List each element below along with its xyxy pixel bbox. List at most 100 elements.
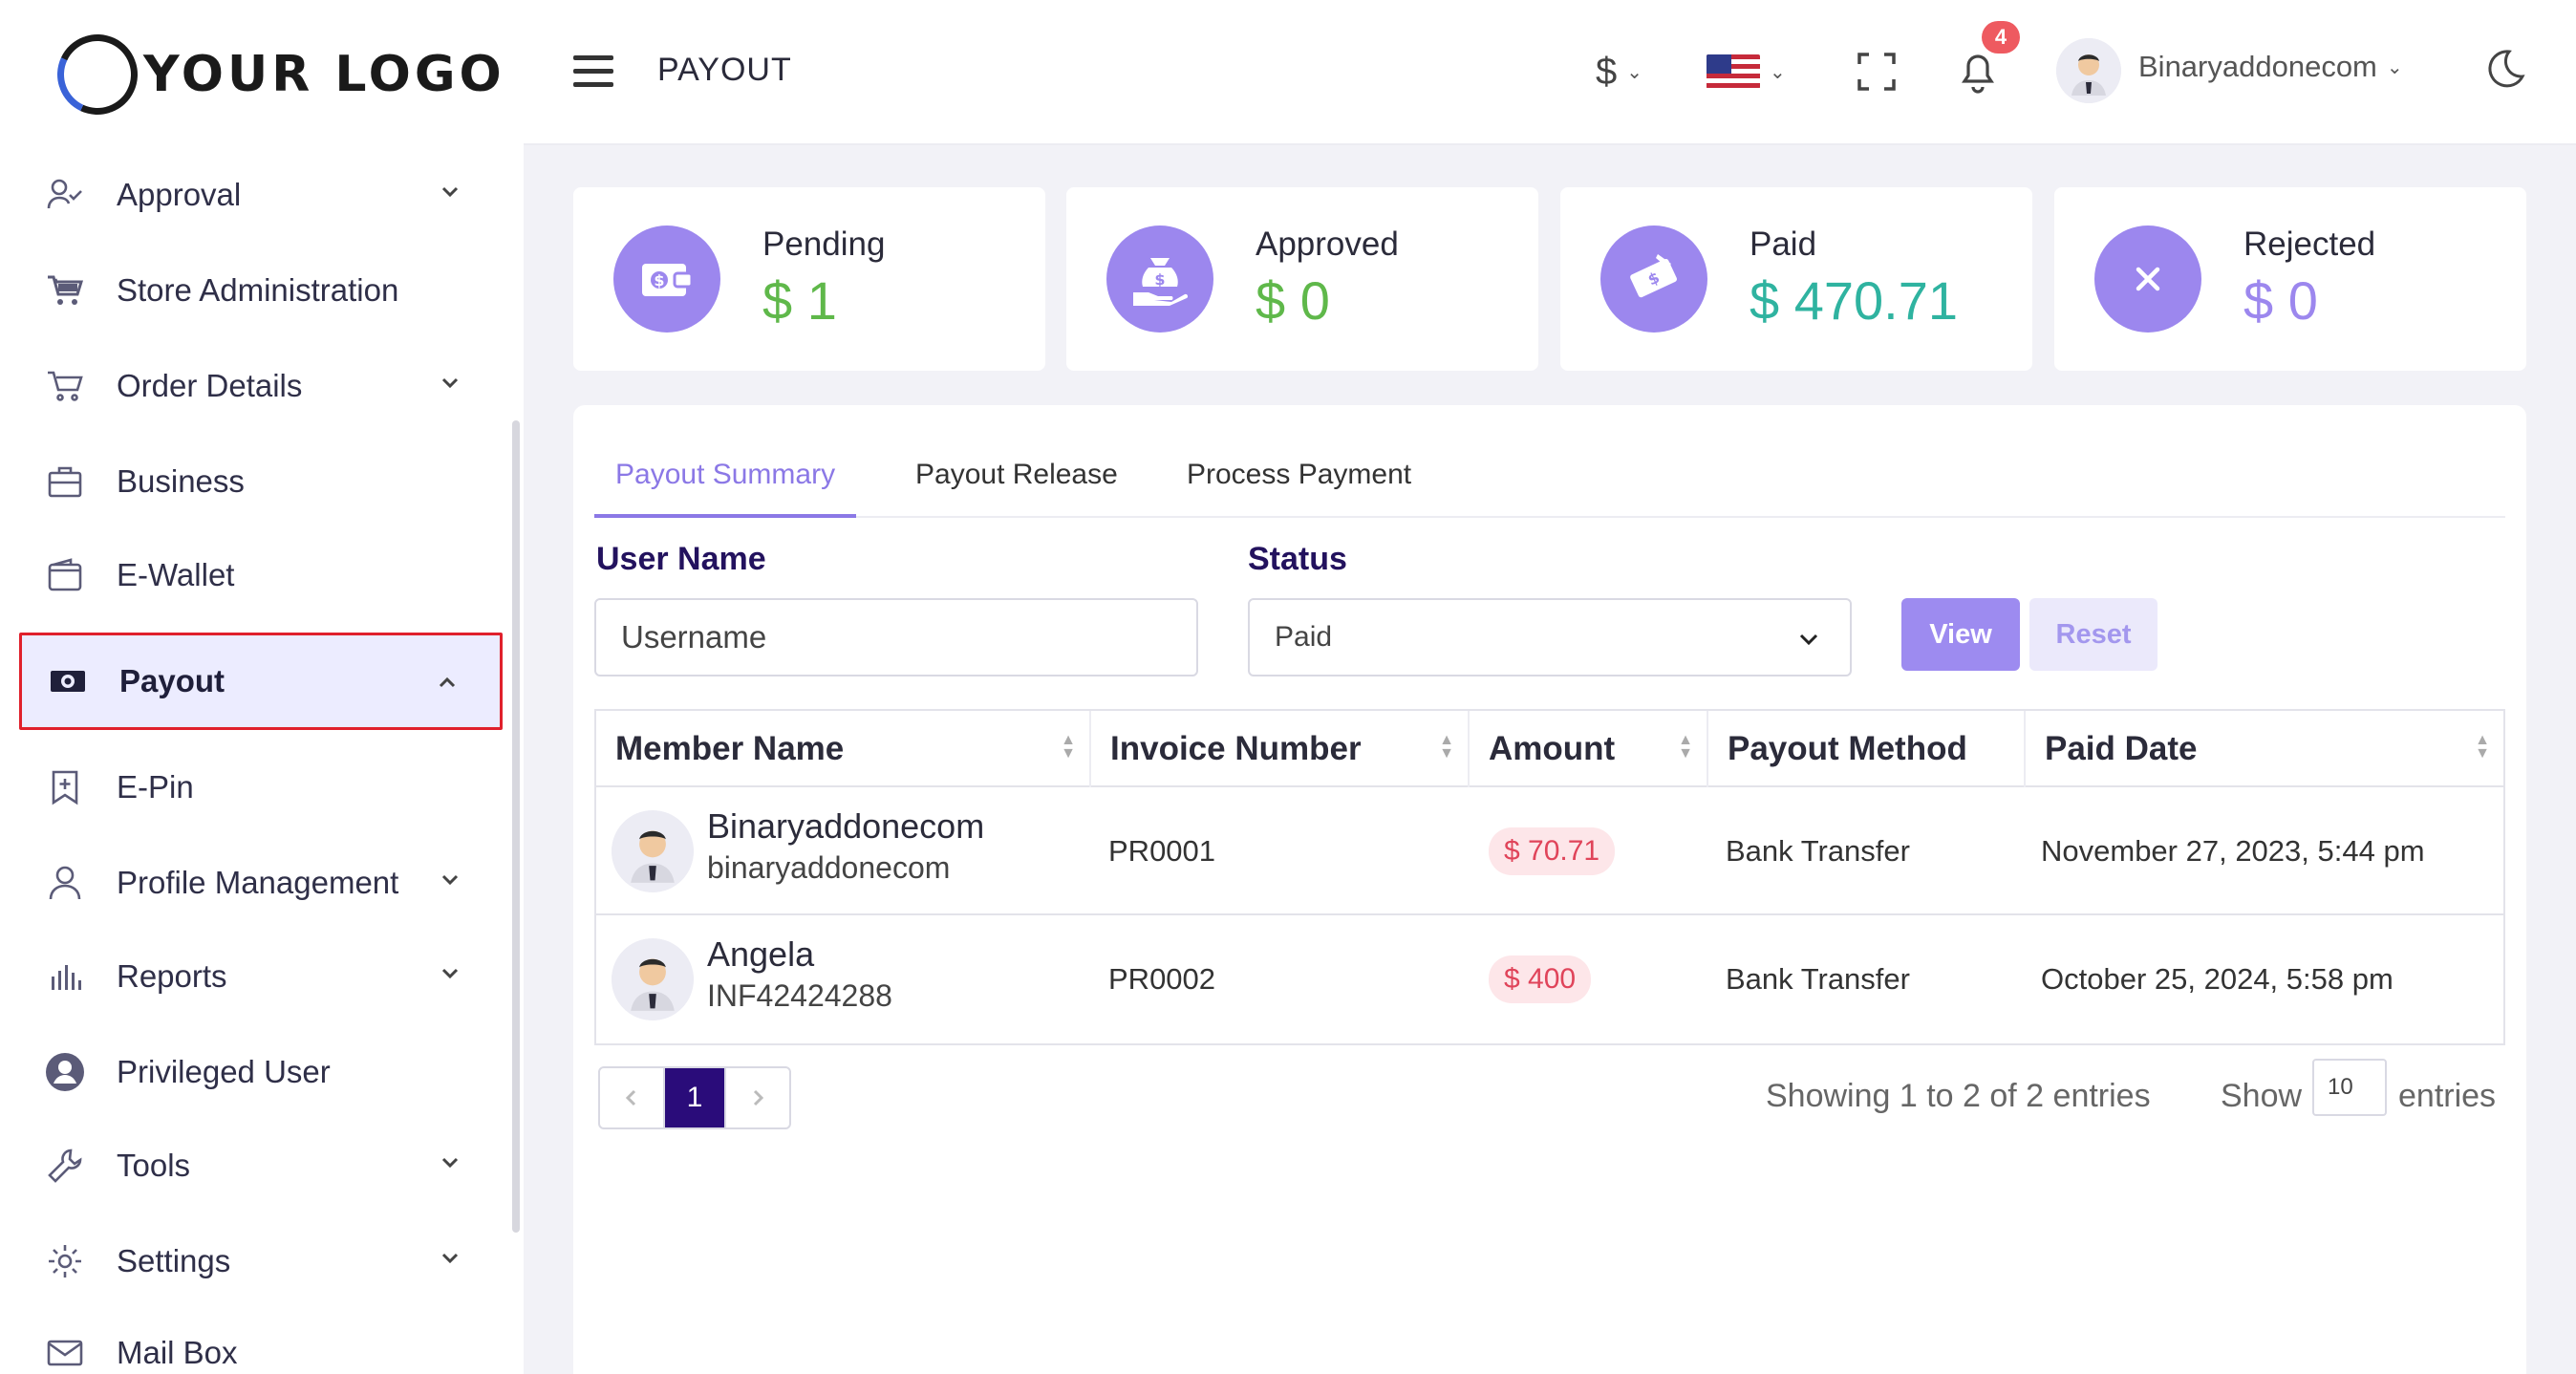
table-row: Binaryaddonecom binaryaddonecom PR0001 $… xyxy=(596,787,2503,915)
tab-payout-release[interactable]: Payout Release xyxy=(915,459,1118,490)
column-header-paid-date[interactable]: Paid Date ▲ ▼ xyxy=(2026,711,2503,787)
money-icon xyxy=(47,660,89,702)
stat-title: Approved xyxy=(1256,225,1399,263)
svg-text:$: $ xyxy=(1154,270,1165,289)
stat-card-rejected: Rejected $ 0 xyxy=(2054,187,2526,371)
column-header-label: Amount xyxy=(1489,730,1616,767)
sidebar-item-payout[interactable]: Payout xyxy=(19,633,503,730)
chevron-down-icon xyxy=(441,1157,459,1169)
sort-icon: ▲ ▼ xyxy=(2475,732,2490,762)
cart-icon xyxy=(44,269,86,311)
user-menu[interactable]: Binaryaddonecom ⌄ xyxy=(2138,50,2403,84)
logo-circle-icon xyxy=(46,23,149,126)
column-header-amount[interactable]: Amount ▲ ▼ xyxy=(1470,711,1707,787)
member-username: INF42424288 xyxy=(707,978,892,1013)
bookmark-pin-icon xyxy=(44,766,86,808)
page-size-select[interactable]: 10 xyxy=(2312,1059,2387,1116)
moon-icon[interactable] xyxy=(2480,46,2528,94)
column-header-member-name[interactable]: Member Name ▲ ▼ xyxy=(596,711,1089,787)
logo[interactable]: YOUR LOGO xyxy=(46,23,505,126)
tab-process-payment[interactable]: Process Payment xyxy=(1187,459,1412,490)
chevron-down-icon xyxy=(441,968,459,979)
sidebar-item-business[interactable]: Business xyxy=(19,436,503,527)
chevron-down-icon xyxy=(441,377,459,389)
chevron-down-icon xyxy=(1799,633,1818,646)
chevron-down-icon xyxy=(441,186,459,198)
tab-bar: Payout Summary Payout Release Process Pa… xyxy=(594,432,2505,518)
column-header-payout-method[interactable]: Payout Method xyxy=(1708,711,2024,787)
column-header-label: Payout Method xyxy=(1728,730,1967,767)
entries-label: entries xyxy=(2398,1077,2497,1114)
sidebar-item-privileged-user[interactable]: Privileged User xyxy=(19,1026,503,1118)
user-name: Binaryaddonecom xyxy=(2138,50,2377,83)
sidebar-item-e-pin[interactable]: E-Pin xyxy=(19,741,503,833)
sidebar-item-label: Store Administration xyxy=(117,272,399,308)
payout-table: Member Name ▲ ▼ Invoice Number ▲ ▼ Amount … xyxy=(594,709,2505,1045)
money-bag-hand-icon: $ xyxy=(1106,225,1213,333)
amount-badge: $ 70.71 xyxy=(1489,827,1616,875)
show-label: Show xyxy=(2221,1077,2303,1114)
payout-panel: Payout Summary Payout Release Process Pa… xyxy=(573,405,2526,1374)
username-placeholder: Username xyxy=(621,619,767,655)
sidebar: YOUR LOGO Approval Store Administration … xyxy=(0,0,524,1374)
sidebar-item-profile-management[interactable]: Profile Management xyxy=(19,837,503,929)
user-icon xyxy=(44,862,86,904)
sidebar-item-approval[interactable]: Approval xyxy=(19,149,503,241)
gear-icon xyxy=(44,1240,86,1282)
sidebar-item-order-details[interactable]: Order Details xyxy=(19,340,503,432)
pagination: 1 xyxy=(598,1066,791,1129)
column-header-label: Paid Date xyxy=(2045,730,2198,767)
next-page-button[interactable] xyxy=(726,1068,789,1127)
payout-method: Bank Transfer xyxy=(1726,834,1910,868)
chevron-right-icon xyxy=(753,1089,764,1106)
sidebar-scrollbar[interactable] xyxy=(512,420,520,1233)
sidebar-item-e-wallet[interactable]: E-Wallet xyxy=(19,529,503,621)
stat-card-pending: $ Pending $ 1 xyxy=(573,187,1045,371)
avatar[interactable] xyxy=(2056,38,2121,103)
notifications-button[interactable] xyxy=(1957,38,1999,105)
chevron-down-icon: ⌄ xyxy=(2386,56,2403,78)
close-icon xyxy=(2094,225,2201,333)
reset-button[interactable]: Reset xyxy=(2029,598,2157,671)
member-name: Binaryaddonecom xyxy=(707,806,985,846)
sidebar-item-label: Mail Box xyxy=(117,1335,238,1370)
currency-selector[interactable]: $ ⌄ xyxy=(1596,38,1642,105)
bar-chart-icon xyxy=(44,955,86,998)
stat-title: Rejected xyxy=(2243,225,2376,263)
stat-value: $ 0 xyxy=(1256,270,1330,331)
status-selected-value: Paid xyxy=(1275,621,1333,653)
fullscreen-icon xyxy=(1857,53,1896,91)
stat-card-approved: $ Approved $ 0 xyxy=(1066,187,1538,371)
shopping-cart-icon xyxy=(44,365,86,407)
view-button[interactable]: View xyxy=(1901,598,2020,671)
currency-symbol: $ xyxy=(1596,50,1618,93)
sidebar-item-mail-box[interactable]: Mail Box xyxy=(19,1307,503,1374)
tab-payout-summary[interactable]: Payout Summary xyxy=(594,459,857,518)
status-select[interactable]: Paid xyxy=(1248,598,1852,676)
sidebar-item-reports[interactable]: Reports xyxy=(19,931,503,1022)
sidebar-item-store-administration[interactable]: Store Administration xyxy=(19,245,503,336)
invoice-number: PR0001 xyxy=(1108,834,1216,868)
fullscreen-button[interactable] xyxy=(1856,38,1898,105)
sidebar-item-settings[interactable]: Settings xyxy=(19,1215,503,1307)
sort-icon: ▲ ▼ xyxy=(1061,732,1076,762)
sidebar-item-label: Business xyxy=(117,463,245,499)
table-row: Angela INF42424288 PR0002 $ 400 Bank Tra… xyxy=(596,915,2503,1043)
stat-title: Paid xyxy=(1750,225,1817,263)
avatar xyxy=(612,810,694,892)
hamburger-menu-icon[interactable] xyxy=(573,55,613,88)
prev-page-button[interactable] xyxy=(600,1068,663,1127)
logo-text: YOUR LOGO xyxy=(143,46,505,103)
language-selector[interactable]: ⌄ xyxy=(1707,38,1786,105)
page-button-current[interactable]: 1 xyxy=(663,1068,726,1127)
column-header-invoice-number[interactable]: Invoice Number ▲ ▼ xyxy=(1091,711,1468,787)
sidebar-item-tools[interactable]: Tools xyxy=(19,1120,503,1212)
top-header: PAYOUT $ ⌄ ⌄ 4 Binaryaddonecom ⌄ xyxy=(524,0,2576,145)
user-check-icon xyxy=(44,174,86,216)
username-input[interactable]: Username xyxy=(594,598,1198,676)
sidebar-item-label: Settings xyxy=(117,1243,231,1278)
sort-icon: ▲ ▼ xyxy=(1678,732,1693,762)
stat-value: $ 0 xyxy=(2243,270,2318,331)
chevron-down-icon: ⌄ xyxy=(1770,61,1786,83)
stat-title: Pending xyxy=(762,225,886,263)
